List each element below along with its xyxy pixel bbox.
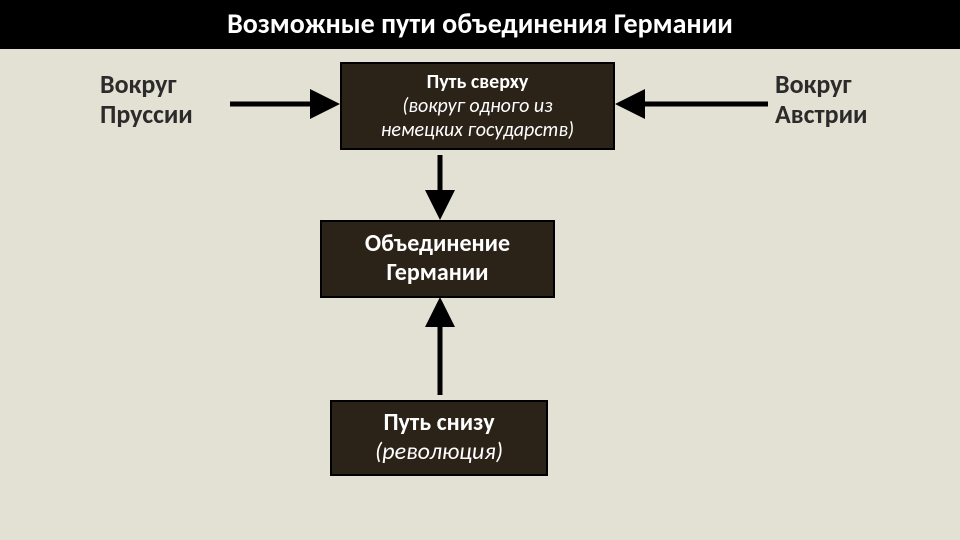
arrow-left	[0, 0, 960, 540]
